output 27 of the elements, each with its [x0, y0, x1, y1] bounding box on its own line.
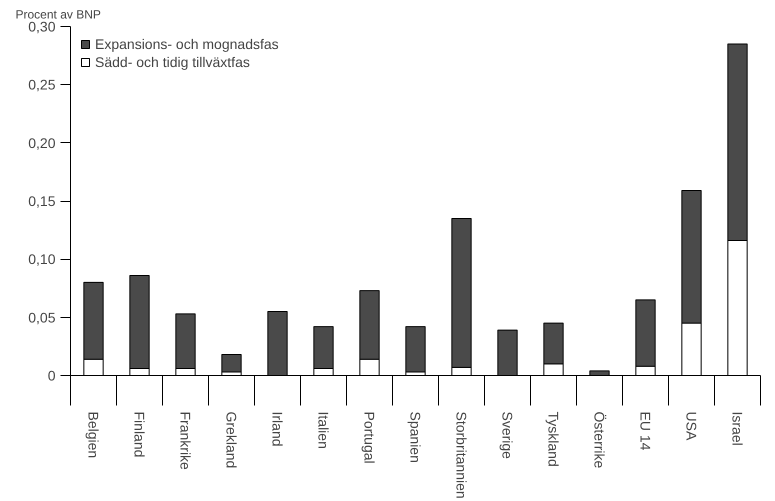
y-axis-title: Procent av BNP: [16, 8, 101, 22]
y-tick-label: 0: [48, 368, 56, 384]
x-tick-label: Sverige: [500, 412, 516, 460]
x-tick-label: Tyskland: [546, 412, 562, 467]
y-tick-label: 0,30: [28, 18, 56, 34]
x-tick-label: Israel: [730, 412, 746, 446]
x-tick-label: Frankrike: [178, 412, 194, 470]
y-tick-label: 0,05: [28, 309, 56, 326]
y-tick-label: 0,10: [28, 251, 56, 268]
x-tick-label: Irland: [270, 412, 286, 447]
x-tick-label: Österrike: [592, 412, 608, 468]
x-tick-label: Portugal: [362, 412, 378, 464]
x-tick-label: USA: [684, 412, 700, 441]
bar: [221, 354, 242, 373]
y-tick-label: 0,25: [28, 76, 56, 93]
legend-label: Expansions- och mognadsfas: [95, 36, 279, 52]
bar: [405, 326, 426, 373]
x-tick-label: EU 14: [638, 412, 654, 451]
x-tick-label: Belgien: [86, 412, 102, 458]
x-tick-label: Italien: [316, 412, 332, 449]
y-tick-label: 0,20: [28, 134, 56, 151]
x-tick-label: Grekland: [224, 412, 240, 468]
y-tick-label: 0,15: [28, 193, 56, 209]
x-tick-label: Storbritannien: [454, 412, 470, 499]
x-tick-label: Spanien: [408, 412, 424, 463]
legend-label: Sädd- och tidig tillväxtfas: [95, 54, 250, 70]
x-tick-label: Finland: [132, 412, 148, 458]
